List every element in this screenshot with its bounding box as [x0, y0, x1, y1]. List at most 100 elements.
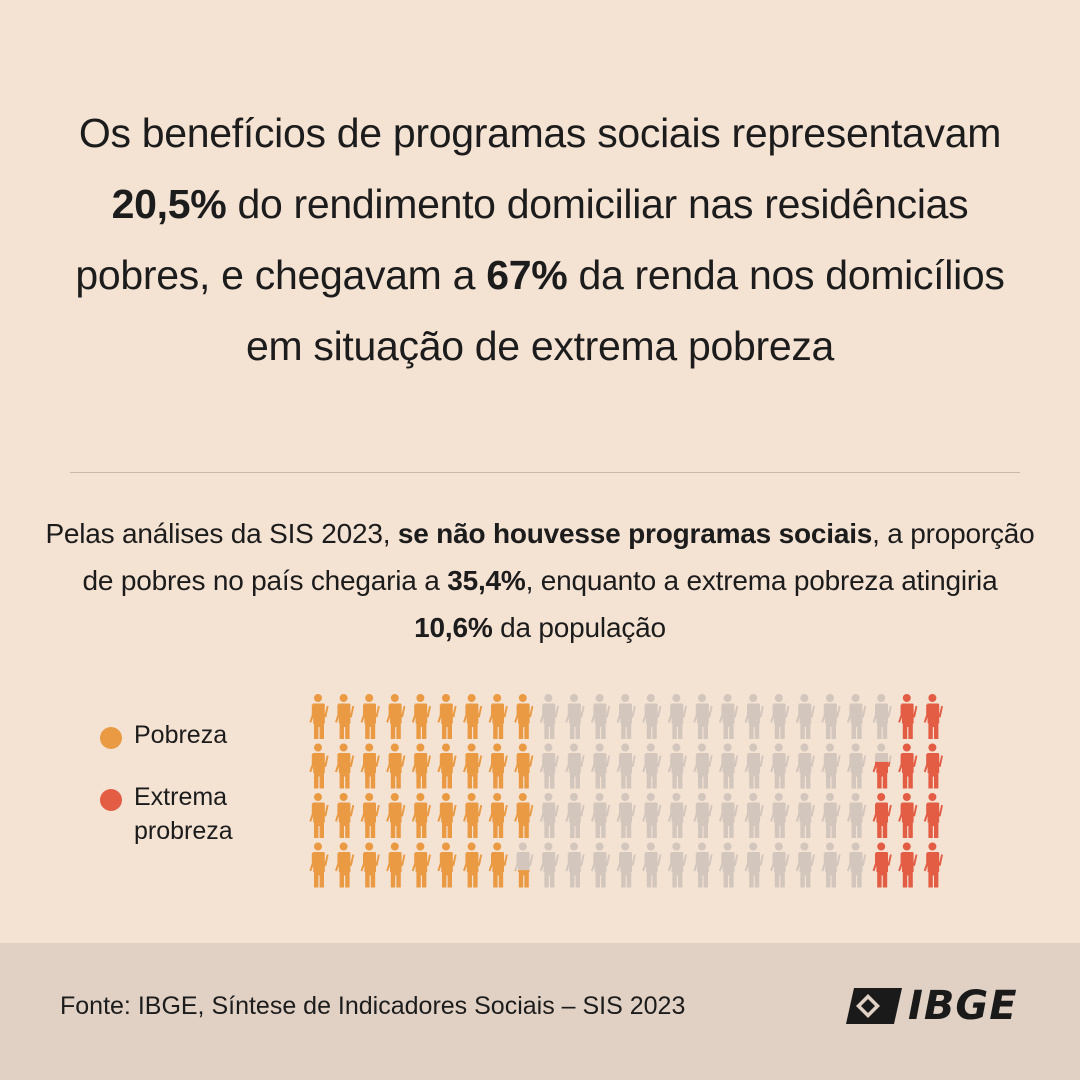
person-icon [667, 694, 687, 739]
person-icon [872, 743, 892, 789]
person-icon [795, 793, 815, 838]
person-icon [821, 743, 841, 789]
person-icon [591, 842, 611, 888]
person-icon [923, 743, 943, 789]
person-icon [616, 743, 636, 789]
person-icon [642, 793, 662, 838]
legend-label-pobreza: Pobreza [134, 721, 228, 749]
headline-text-3: da renda nos domicílios em situação de e… [245, 252, 1005, 369]
person-icon [847, 842, 867, 888]
person-icon [360, 694, 380, 739]
person-icon [591, 793, 611, 838]
legend-item-pobreza: Pobreza [100, 718, 300, 752]
person-icon [898, 743, 918, 789]
person-icon [693, 743, 713, 789]
person-icon [335, 793, 355, 838]
person-icon [821, 842, 841, 888]
person-icon [386, 694, 406, 739]
person-icon [335, 743, 355, 789]
person-icon [744, 694, 764, 739]
subtext-text-4: da população [492, 612, 666, 643]
person-icon [744, 793, 764, 838]
person-icon [770, 694, 790, 739]
headline-value-67: 67% [486, 252, 568, 298]
person-icon [565, 694, 585, 739]
person-icon [360, 743, 380, 789]
person-icon [795, 842, 815, 888]
person-icon [642, 743, 662, 789]
person-icon [847, 793, 867, 838]
person-icon [719, 694, 739, 739]
person-icon [795, 694, 815, 739]
person-icon [309, 743, 329, 789]
subtext-text-2: , a proporção de pobres no país chegaria… [82, 518, 1035, 596]
subtext-bold-programs: se não houvesse programas sociais [397, 518, 873, 549]
person-icon [821, 694, 841, 739]
person-icon [616, 842, 636, 888]
ibge-logo-text: IBGE [908, 983, 1018, 1029]
person-icon [360, 793, 380, 838]
subtext-text-1: Pelas análises da SIS 2023, [45, 518, 398, 549]
person-icon [411, 842, 431, 888]
person-icon [667, 743, 687, 789]
legend-dot-pobreza [100, 727, 122, 749]
legend-label-extrema: Extrema probreza [134, 783, 233, 845]
legend-item-extrema: Extrema probreza [100, 780, 300, 848]
person-icon [770, 842, 790, 888]
person-icon [411, 694, 431, 739]
subtext: Pelas análises da SIS 2023, se não houve… [40, 510, 1040, 651]
person-icon [770, 793, 790, 838]
person-icon [565, 793, 585, 838]
person-icon [309, 842, 329, 888]
person-icon [437, 793, 457, 838]
person-icon [309, 793, 329, 838]
person-icon [719, 793, 739, 838]
ibge-logo: IBGE [846, 986, 1018, 1026]
person-icon [923, 793, 943, 838]
person-icon [488, 793, 508, 838]
person-icon [539, 793, 559, 838]
person-icon [821, 793, 841, 838]
subtext-text-3: , enquanto a extrema pobreza atingiria [525, 565, 998, 596]
person-icon [847, 694, 867, 739]
person-icon [693, 793, 713, 838]
person-icon [386, 842, 406, 888]
person-icon [514, 842, 534, 888]
person-icon [437, 743, 457, 789]
source-text: Fonte: IBGE, Síntese de Indicadores Soci… [60, 992, 686, 1020]
person-icon [872, 842, 892, 888]
person-icon [923, 694, 943, 739]
person-icon [898, 793, 918, 838]
person-icon [795, 743, 815, 789]
person-icon [642, 694, 662, 739]
person-icon [309, 694, 329, 739]
person-icon [360, 842, 380, 888]
person-icon [898, 842, 918, 888]
person-icon [488, 694, 508, 739]
person-icon [719, 743, 739, 789]
person-icon [770, 743, 790, 789]
divider [70, 472, 1020, 473]
subtext-value-35-4: 35,4% [447, 565, 526, 596]
person-icon [437, 694, 457, 739]
person-icon [898, 694, 918, 739]
person-icon [335, 694, 355, 739]
person-icon [693, 694, 713, 739]
person-icon [872, 694, 892, 739]
person-icon [565, 743, 585, 789]
person-icon [667, 793, 687, 838]
person-icon [565, 842, 585, 888]
subtext-value-10-6: 10,6% [414, 612, 493, 643]
person-icon [463, 793, 483, 838]
person-icon [463, 842, 483, 888]
person-icon [591, 743, 611, 789]
person-icon [488, 743, 508, 789]
person-icon [693, 842, 713, 888]
person-icon [616, 694, 636, 739]
person-icon [539, 694, 559, 739]
headline-text-2: do rendimento domiciliar nas residências… [75, 181, 969, 298]
person-icon [386, 743, 406, 789]
ibge-logo-icon [846, 988, 902, 1024]
person-icon [667, 842, 687, 888]
